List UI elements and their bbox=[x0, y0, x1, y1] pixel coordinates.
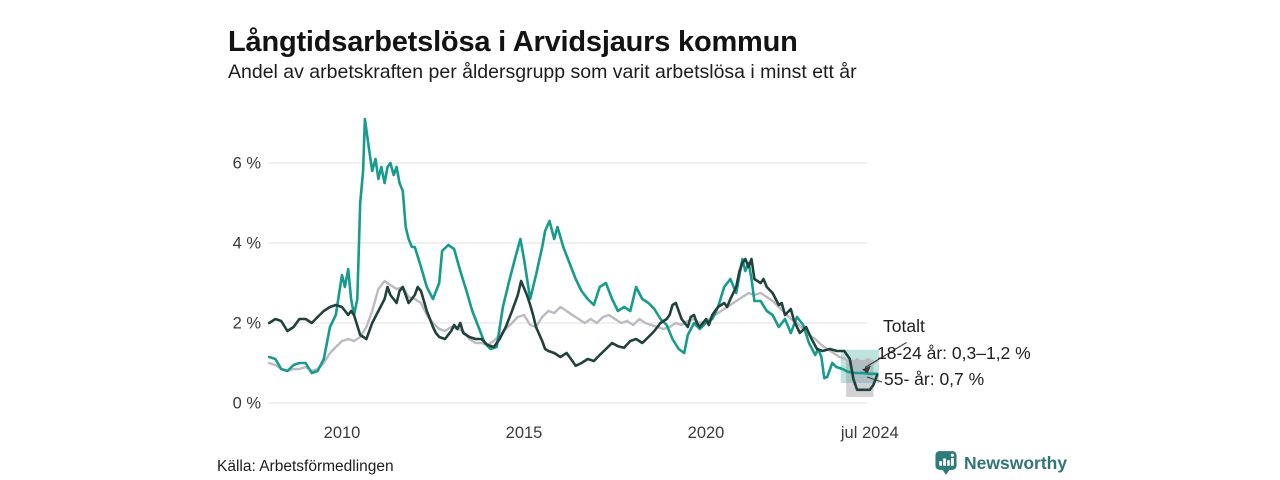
x-tick-label: 2020 bbox=[688, 424, 725, 442]
page-subtitle: Andel av arbetskraften per åldersgrupp s… bbox=[228, 61, 857, 83]
logo-bar-3 bbox=[947, 460, 950, 466]
logo-bar-1 bbox=[939, 461, 942, 466]
newsworthy-bars-pin-icon bbox=[935, 451, 957, 475]
series-line-totalt bbox=[268, 279, 879, 373]
series-line-55--år bbox=[267, 257, 879, 392]
annotation-18-24-range: 18-24 år: 0,3–1,2 % bbox=[877, 343, 1031, 363]
x-tick-label: jul 2024 bbox=[840, 424, 899, 442]
series-line-18-24-år bbox=[267, 117, 879, 380]
leader-totalt bbox=[864, 342, 907, 368]
y-tick-label: 4 % bbox=[233, 235, 262, 253]
page-title: Långtidsarbetslösa i Arvidsjaurs kommun bbox=[228, 26, 798, 59]
annotation-55-value: 55- år: 0,7 % bbox=[884, 369, 985, 389]
y-tick-label: 6 % bbox=[233, 155, 262, 173]
logo-bar-2 bbox=[943, 458, 946, 466]
source-attribution: Källa: Arbetsförmedlingen bbox=[217, 458, 394, 475]
leader-arrowhead bbox=[862, 365, 871, 374]
leader-55 bbox=[866, 376, 883, 383]
x-axis-labels: 2010 2015 2020 jul 2024 bbox=[324, 424, 899, 442]
brand-name: Newsworthy bbox=[964, 452, 1068, 473]
x-tick-label: 2010 bbox=[324, 424, 361, 442]
series-lines bbox=[267, 117, 879, 392]
newsworthy-brand-link[interactable]: Newsworthy bbox=[935, 450, 1067, 476]
annotation-totalt: Totalt bbox=[883, 316, 925, 336]
y-tick-label: 0 % bbox=[233, 395, 262, 413]
y-axis-labels: 0 % 2 % 4 % 6 % bbox=[233, 155, 262, 413]
annotation-leaders bbox=[862, 342, 907, 383]
logo-exclamation-dot bbox=[950, 453, 954, 457]
x-tick-label: 2015 bbox=[506, 424, 543, 442]
logo-exclamation-bar bbox=[951, 457, 954, 466]
y-tick-label: 2 % bbox=[233, 315, 262, 333]
